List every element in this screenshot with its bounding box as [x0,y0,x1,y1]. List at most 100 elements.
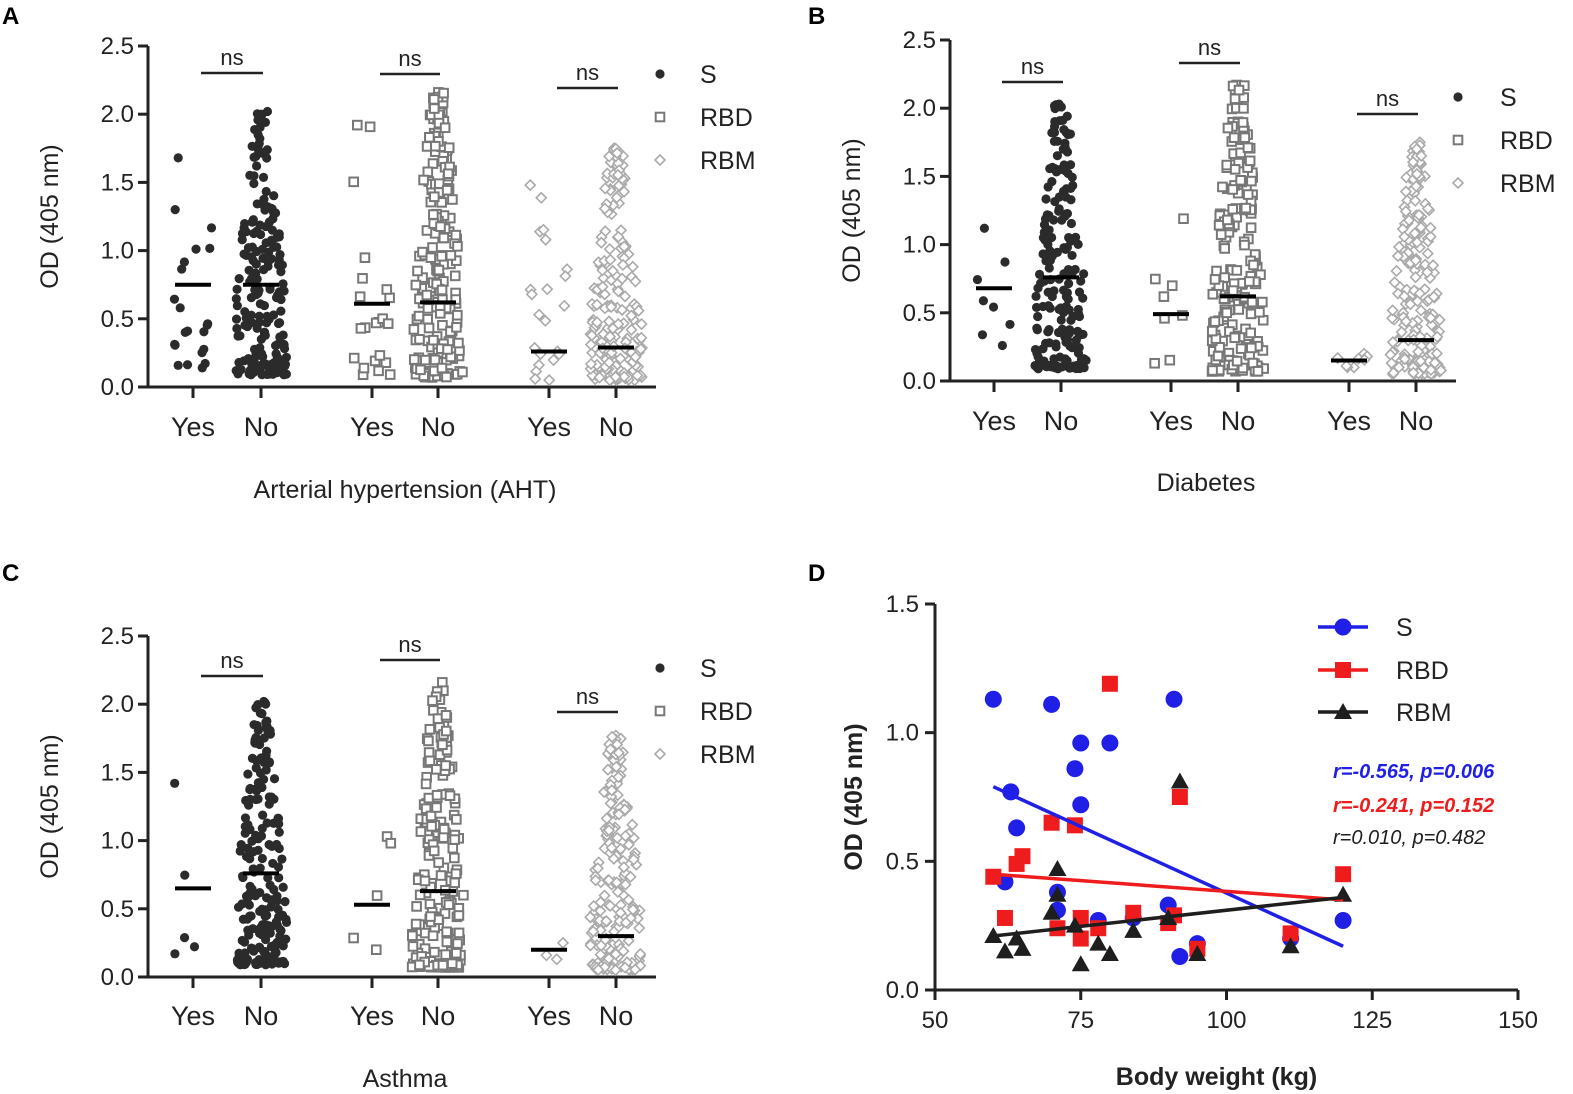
legend-label: RBM [1396,699,1452,727]
data-point [1409,180,1423,193]
y-axis-title: OD (405 nm) [840,723,868,870]
y-tick-label: 0.0 [886,977,919,1004]
data-point [1005,319,1015,330]
legend-label: RBD [1500,127,1553,155]
data-point [259,200,269,211]
data-point [1391,249,1405,263]
data-point [610,876,623,889]
data-point [440,949,451,960]
legend-marker [1452,134,1464,146]
data-point [179,257,189,267]
significance-label: ns [576,684,599,709]
data-point [1068,311,1078,322]
legend-marker [1334,618,1352,636]
data-point [1398,352,1411,366]
data-point [1227,203,1239,215]
data-point [264,217,275,227]
data-point [593,371,606,384]
y-tick-label: 0.5 [903,300,936,327]
data-point [1224,326,1235,337]
x-tick-label: No [599,1001,634,1031]
data-point [244,265,254,275]
data-point [443,899,455,910]
data-point [1221,307,1233,319]
data-point [1063,294,1073,304]
data-point [1398,230,1411,243]
x-tick-label: 150 [1498,1007,1538,1034]
data-point [441,926,452,938]
data-point [272,352,282,362]
legend-label: RBD [700,104,753,132]
data-point [1178,213,1189,224]
data-point [1000,257,1010,267]
data-point [1228,132,1240,143]
data-point [354,291,366,302]
data-point [260,698,270,708]
data-point [262,311,272,321]
data-point [257,823,267,834]
legend-label: S [1396,614,1413,642]
data-point [436,197,447,208]
data-point [450,868,462,880]
data-point [431,278,442,290]
data-point [420,778,432,790]
data-point [600,812,613,825]
x-tick-label: No [244,412,279,442]
data-point [437,739,448,751]
x-tick-label: Yes [171,1001,215,1031]
data-point [237,899,247,909]
data-point [1058,144,1068,154]
data-point [421,225,433,236]
data-point [995,942,1014,959]
data-point [1410,167,1423,181]
data-point [348,176,360,188]
data-point [1100,944,1119,961]
data-point [279,286,289,296]
data-point [443,142,455,154]
data-point [452,309,463,321]
data-point [438,832,449,843]
data-point [611,831,624,845]
data-point [1388,276,1401,289]
data-point [169,294,180,304]
data-point [1060,332,1070,342]
data-point [558,299,571,312]
data-point [280,897,290,907]
data-point [175,303,185,313]
data-point [438,87,449,99]
y-tick-label: 2.5 [101,33,134,60]
data-point [447,842,459,854]
data-point [1412,345,1425,358]
legend-label: RBD [700,698,753,726]
data-point [978,296,989,306]
data-point [444,790,456,801]
data-point [603,330,617,343]
panel-letter-a: A [2,3,19,30]
data-point [364,121,376,133]
x-tick-label: No [421,412,456,442]
data-point [428,334,439,346]
data-point [1229,332,1241,344]
data-point [614,842,627,856]
data-point [1125,904,1142,921]
data-point [260,359,271,369]
data-point [1237,117,1249,128]
data-point [1066,218,1077,229]
data-point [590,298,604,311]
data-point [629,275,642,288]
data-point [602,315,616,328]
data-point [279,339,289,349]
data-point [1246,296,1258,308]
data-point [1399,315,1413,328]
data-point [607,852,620,865]
data-point [1034,269,1045,279]
data-point [525,288,538,301]
data-point [1240,202,1252,214]
data-point [266,895,276,905]
correlation-stat: r=-0.565, p=0.006 [1333,761,1495,783]
data-point [247,273,257,284]
data-point [240,959,250,969]
legend-marker [1335,662,1351,678]
data-point [1101,675,1118,692]
data-point [428,94,440,105]
